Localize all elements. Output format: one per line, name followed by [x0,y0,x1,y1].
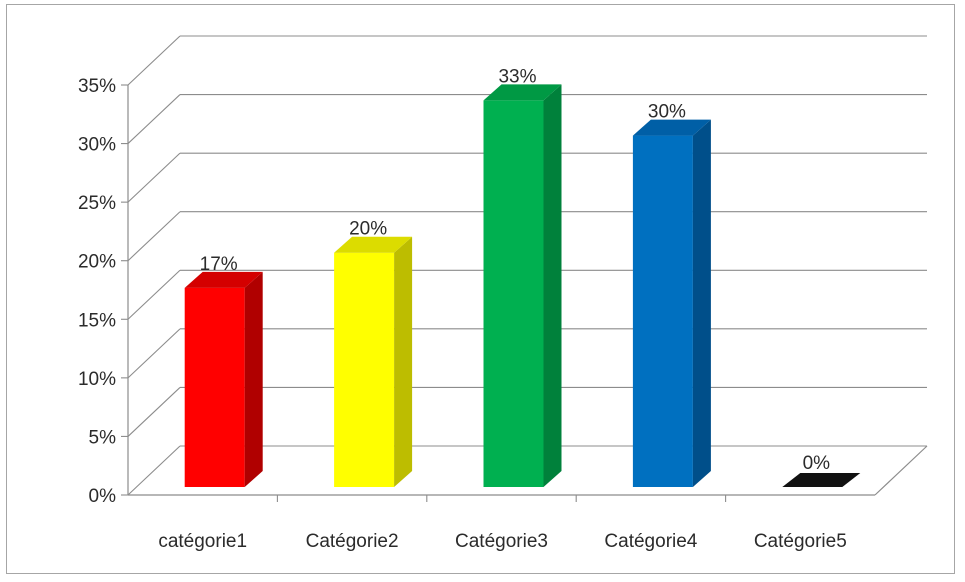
data-label: 0% [803,453,831,474]
bar-side [692,119,711,488]
data-label: 20% [349,219,387,240]
bar-top [334,236,413,253]
x-tick-label: Catégorie2 [306,531,399,552]
gridlines [121,35,928,502]
bar-top [184,271,263,288]
bar-front [632,135,693,488]
y-tick-label: 10% [78,369,116,390]
bar-side [394,236,413,487]
gridline-diagonal [127,35,181,86]
y-tick-label: 15% [78,310,116,331]
gridline-diagonal [127,445,181,496]
data-label: 33% [498,66,536,87]
bars [184,84,861,488]
bar-top [483,84,562,101]
bar-front [483,100,544,487]
y-tick-label: 25% [78,193,116,214]
data-label: 30% [648,102,686,123]
y-tick-label: 20% [78,252,116,273]
x-tick-label: Catégorie3 [455,531,548,552]
labels: 0% 5% 10% 15% 20% 25% 30% 35% 17% catégorie1 20% Ca… [78,66,847,552]
y-tick-label: 35% [78,76,116,97]
bar-front [334,252,395,487]
y-tick-label: 5% [89,427,117,448]
bar-top [632,119,711,136]
gridline-diagonal [127,387,181,437]
gridline-diagonal [127,94,181,144]
y-tick-label: 0% [89,486,117,507]
bar-side [543,84,562,487]
y-tick-label: 30% [78,135,116,156]
bar-side [244,271,263,487]
bar-flat [782,473,861,487]
bar-front [184,287,245,487]
x-tick-label: catégorie1 [158,531,247,552]
floor-right-edge [874,445,928,496]
gridline-diagonal [127,152,181,203]
x-tick-label: Catégorie5 [754,531,847,552]
gridline-diagonal [127,211,181,262]
gridline-diagonal [127,269,181,320]
data-label: 17% [200,254,238,275]
x-tick-label: Catégorie4 [604,531,697,552]
gridline-diagonal [127,328,181,379]
